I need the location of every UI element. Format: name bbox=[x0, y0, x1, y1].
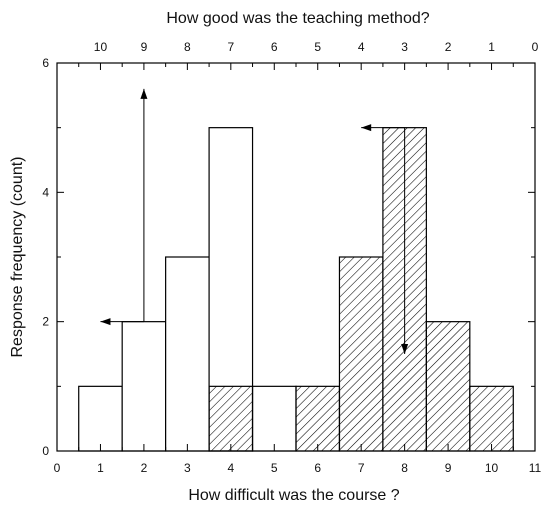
x-tick-label: 5 bbox=[271, 461, 278, 475]
y-tick-label: 4 bbox=[42, 185, 49, 199]
top-tick-label: 2 bbox=[445, 40, 452, 54]
white-bar-2 bbox=[121, 321, 167, 452]
white-bar-5 bbox=[251, 385, 297, 452]
x-tick-label: 1 bbox=[97, 461, 104, 475]
top-tick-label: 9 bbox=[141, 40, 148, 54]
hatched-bar-10 bbox=[469, 385, 514, 452]
arrow-annotation-3 bbox=[361, 124, 405, 132]
top-tick-label: 10 bbox=[94, 40, 108, 54]
top-tick-label: 3 bbox=[401, 40, 408, 54]
hatched-bar-7 bbox=[338, 256, 384, 452]
top-tick-label: 4 bbox=[358, 40, 365, 54]
white-bar-1 bbox=[78, 385, 123, 452]
arrows-layer bbox=[100, 88, 409, 354]
top-tick-label: 8 bbox=[184, 40, 191, 54]
top-tick-label: 6 bbox=[271, 40, 278, 54]
x-tick-label: 9 bbox=[445, 461, 452, 475]
x-tick-label: 8 bbox=[401, 461, 408, 475]
x-tick-label: 4 bbox=[227, 461, 234, 475]
white-bar-3 bbox=[165, 256, 210, 452]
x-tick-label: 6 bbox=[314, 461, 321, 475]
top-axis-title: How good was the teaching method? bbox=[166, 10, 429, 27]
top-tick-label: 0 bbox=[532, 40, 539, 54]
top-tick-label: 1 bbox=[488, 40, 495, 54]
hatched-bar-4 bbox=[208, 385, 254, 452]
arrow-annotation-1 bbox=[140, 88, 148, 322]
bars-layer bbox=[78, 127, 514, 452]
hatched-bar-9 bbox=[425, 321, 471, 452]
y-tick-label: 2 bbox=[42, 315, 49, 329]
arrow-annotation-4 bbox=[401, 127, 409, 354]
x-tick-label: 2 bbox=[141, 461, 148, 475]
x-tick-label: 0 bbox=[54, 461, 61, 475]
x-tick-label: 10 bbox=[485, 461, 499, 475]
arrow-annotation-2 bbox=[100, 318, 144, 326]
y-axis-title: Response frequency (count) bbox=[9, 157, 26, 358]
top-tick-label: 5 bbox=[314, 40, 321, 54]
hatched-bar-6 bbox=[295, 385, 341, 452]
y-tick-label: 6 bbox=[42, 56, 49, 70]
x-tick-label: 3 bbox=[184, 461, 191, 475]
y-tick-label: 0 bbox=[42, 444, 49, 458]
top-tick-label: 7 bbox=[227, 40, 234, 54]
x-axis-title: How difficult was the course ? bbox=[188, 487, 399, 504]
x-tick-label: 7 bbox=[358, 461, 365, 475]
x-tick-label: 11 bbox=[529, 461, 542, 475]
